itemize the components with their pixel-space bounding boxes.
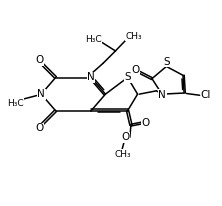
Text: O: O (132, 65, 140, 75)
Text: O: O (142, 118, 150, 128)
Text: S: S (164, 57, 170, 67)
Text: N: N (87, 72, 95, 82)
Text: H₃C: H₃C (7, 99, 24, 108)
Text: N: N (37, 89, 45, 99)
Text: Cl: Cl (200, 90, 210, 100)
Text: O: O (36, 55, 44, 65)
Text: N: N (158, 90, 166, 99)
Text: O: O (122, 132, 130, 142)
Text: S: S (125, 72, 131, 82)
Text: H₃C: H₃C (85, 35, 102, 44)
Text: CH₃: CH₃ (115, 150, 131, 159)
Text: CH₃: CH₃ (126, 32, 143, 41)
Text: O: O (36, 123, 44, 133)
